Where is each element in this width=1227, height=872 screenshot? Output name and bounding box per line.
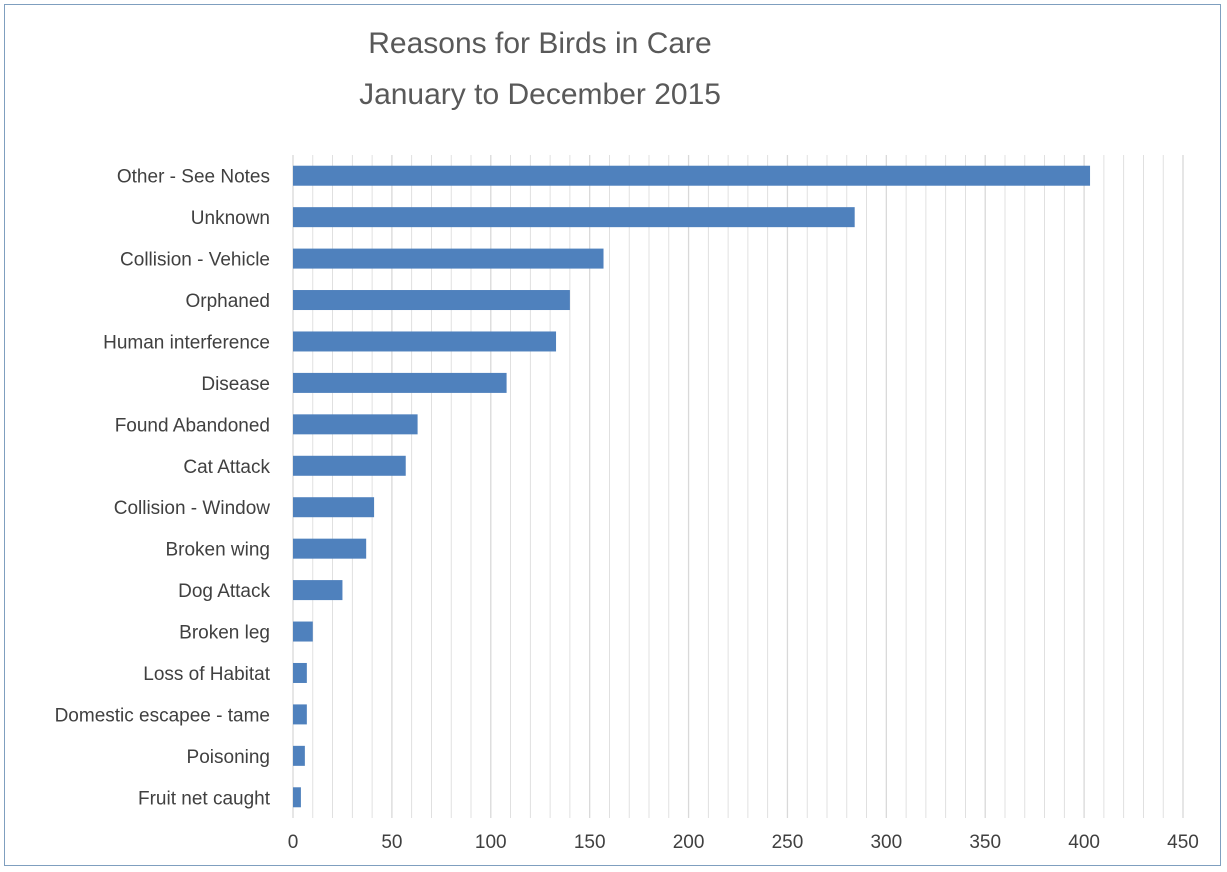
category-label: Domestic escapee - tame bbox=[55, 705, 270, 726]
category-label: Broken leg bbox=[179, 623, 270, 644]
x-tick-label: 50 bbox=[381, 832, 402, 853]
category-label: Dog Attack bbox=[178, 581, 270, 602]
bar bbox=[293, 290, 570, 311]
x-tick-label: 0 bbox=[288, 832, 299, 853]
bar bbox=[293, 538, 367, 559]
category-label: Found Abandoned bbox=[115, 415, 270, 436]
bar bbox=[293, 331, 557, 352]
x-tick-label: 350 bbox=[969, 832, 1001, 853]
x-tick-label: 150 bbox=[574, 832, 606, 853]
x-tick-label: 250 bbox=[772, 832, 804, 853]
chart-frame bbox=[4, 4, 1221, 866]
chart-title: Reasons for Birds in Care bbox=[368, 27, 712, 60]
bar bbox=[293, 704, 307, 725]
bar bbox=[293, 414, 418, 435]
category-label: Other - See Notes bbox=[117, 167, 270, 188]
bar bbox=[293, 497, 375, 518]
category-label: Loss of Habitat bbox=[143, 664, 270, 685]
bar bbox=[293, 207, 855, 228]
category-label: Fruit net caught bbox=[138, 788, 271, 809]
bar bbox=[293, 372, 507, 393]
chart-subtitle: January to December 2015 bbox=[359, 78, 721, 111]
x-tick-label: 300 bbox=[870, 832, 902, 853]
category-label: Disease bbox=[201, 374, 270, 395]
bar bbox=[293, 621, 313, 642]
category-label: Broken wing bbox=[165, 540, 270, 561]
bar bbox=[293, 745, 305, 766]
bar bbox=[293, 248, 604, 269]
category-label: Cat Attack bbox=[183, 457, 270, 478]
bar bbox=[293, 455, 406, 476]
x-tick-label: 200 bbox=[673, 832, 705, 853]
x-tick-label: 100 bbox=[475, 832, 507, 853]
bar bbox=[293, 787, 301, 808]
bar bbox=[293, 662, 307, 683]
category-label: Poisoning bbox=[187, 747, 270, 768]
x-tick-label: 400 bbox=[1068, 832, 1100, 853]
bar bbox=[293, 580, 343, 601]
category-label: Collision - Window bbox=[114, 498, 271, 519]
category-label: Orphaned bbox=[185, 291, 270, 312]
category-label: Human interference bbox=[103, 332, 270, 353]
category-label: Collision - Vehicle bbox=[120, 250, 270, 271]
bar bbox=[293, 165, 1091, 186]
x-tick-label: 450 bbox=[1167, 832, 1199, 853]
category-label: Unknown bbox=[191, 208, 270, 229]
